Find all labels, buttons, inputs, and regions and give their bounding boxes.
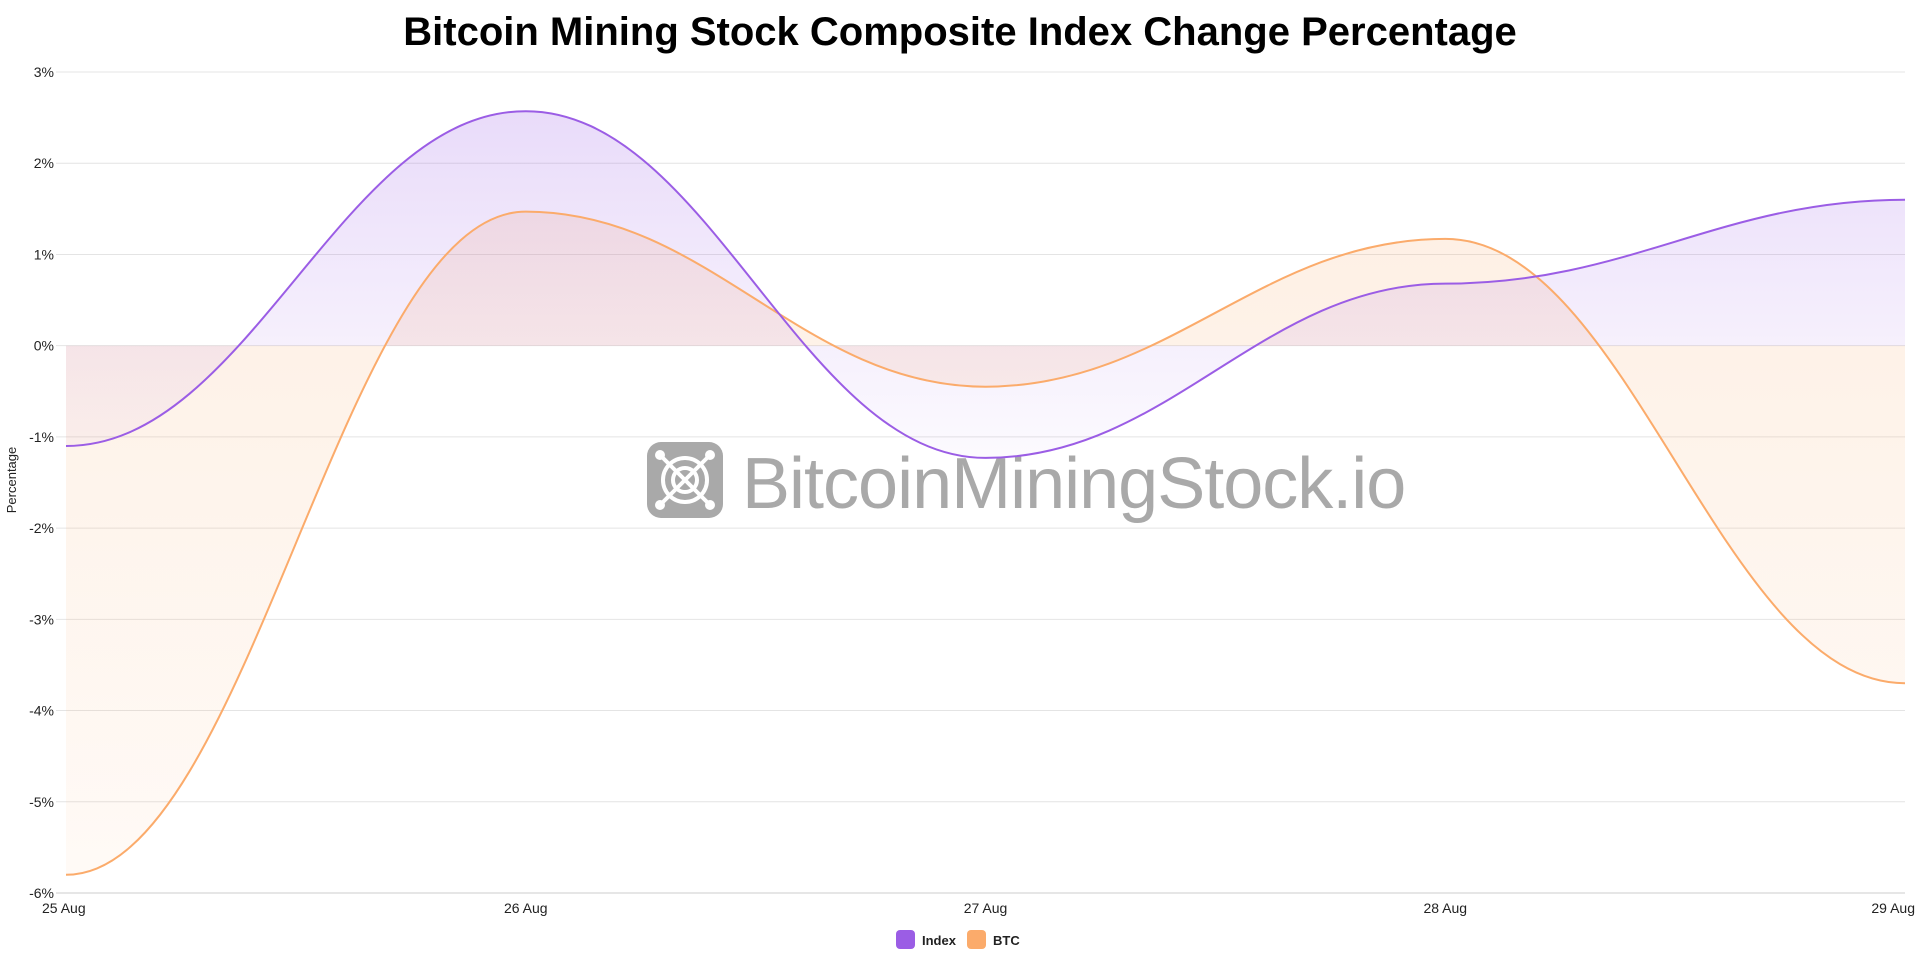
x-tick-label: 25 Aug <box>42 900 86 916</box>
y-tick-label: -2% <box>29 520 54 536</box>
y-axis-title: Percentage <box>4 447 19 514</box>
y-tick-label: -3% <box>29 611 54 627</box>
series-line-index[interactable] <box>65 110 1906 459</box>
series-line-btc[interactable] <box>65 210 1906 876</box>
y-tick-label: 1% <box>34 246 54 262</box>
legend-swatch <box>896 930 915 949</box>
y-tick-label: -6% <box>29 885 54 901</box>
series-lines <box>65 110 1906 876</box>
y-tick-label: 3% <box>34 64 54 80</box>
y-tick-label: 0% <box>34 338 54 354</box>
y-tick-label: -5% <box>29 794 54 810</box>
legend-label: Index <box>922 933 957 948</box>
x-tick-label: 26 Aug <box>504 900 548 916</box>
mining-logo-icon <box>647 442 723 518</box>
x-tick-label: 27 Aug <box>964 900 1008 916</box>
legend: Index BTC <box>896 930 1020 949</box>
x-tick-label: 28 Aug <box>1423 900 1467 916</box>
legend-item-btc[interactable]: BTC <box>967 930 1020 949</box>
legend-label: BTC <box>993 933 1020 948</box>
y-tick-label: -1% <box>29 429 54 445</box>
legend-swatch <box>967 930 986 949</box>
watermark-text: BitcoinMiningStock.io <box>742 444 1405 524</box>
legend-item-index[interactable]: Index <box>896 930 957 949</box>
y-axis-ticks: 3% 2% 1% 0% -1% -2% -3% -4% -5% -6% <box>29 64 54 901</box>
chart-title: Bitcoin Mining Stock Composite Index Cha… <box>403 10 1517 54</box>
series-areas <box>66 111 1905 875</box>
x-axis-ticks: 25 Aug 26 Aug 27 Aug 28 Aug 29 Aug <box>42 900 1915 916</box>
x-tick-label: 29 Aug <box>1871 900 1915 916</box>
series-area-index <box>66 111 1905 458</box>
watermark: BitcoinMiningStock.io <box>647 442 1406 524</box>
y-tick-label: 2% <box>34 155 54 171</box>
y-tick-label: -4% <box>29 703 54 719</box>
